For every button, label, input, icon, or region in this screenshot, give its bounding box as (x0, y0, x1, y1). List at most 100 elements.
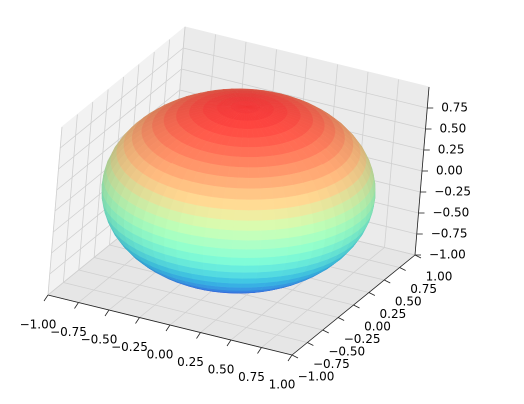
x-tick (104, 309, 110, 317)
surface-patch (205, 217, 222, 230)
surface-patch (260, 229, 276, 241)
x-axis-line (47, 294, 293, 356)
z-tick-label: 0.50 (440, 122, 467, 136)
surface-patch (233, 219, 249, 231)
surface-patch (239, 287, 253, 291)
surface-patch (211, 186, 227, 199)
surface-patch (242, 271, 258, 279)
surface-patch (232, 229, 248, 241)
surface-patch (247, 209, 262, 221)
y-tick (337, 317, 345, 321)
z-tick-label: 0.25 (438, 143, 465, 157)
surface-patch (243, 265, 259, 273)
y-tick (307, 342, 314, 346)
surface (101, 88, 376, 294)
y-tick-label: 0.75 (410, 282, 437, 296)
surface-patch (217, 238, 233, 250)
surface-patch (229, 277, 243, 284)
surface-patch (236, 188, 250, 200)
z-tick-label: 0.75 (441, 101, 468, 115)
x-tick-label: 1.00 (269, 378, 296, 392)
surface-patch (219, 218, 235, 231)
y-tick-label: −0.25 (344, 332, 381, 346)
z-tick-label: −1.00 (429, 248, 466, 262)
y-tick (353, 304, 360, 309)
surface-patch (261, 219, 276, 231)
grid-line (59, 47, 184, 149)
surface-patch (239, 156, 250, 168)
surface-patch (260, 238, 276, 250)
surface-patch (244, 257, 260, 266)
surface-patch (258, 256, 274, 266)
x-tick-label: −0.50 (81, 333, 118, 347)
surface-patch (240, 283, 255, 288)
surface-patch (274, 217, 289, 230)
x-tick (287, 354, 293, 362)
surface-patch (216, 256, 232, 266)
z-tick-label: −0.75 (431, 227, 468, 241)
surface-patch (286, 205, 301, 219)
surface-patch (227, 166, 240, 179)
y-tick-label: −0.50 (328, 345, 365, 359)
surface-patch (247, 220, 262, 231)
z-tick-label: 0.00 (436, 164, 463, 178)
surface-patch (284, 195, 299, 208)
surface-patch (261, 208, 276, 221)
surface-patch (245, 248, 261, 258)
surface-patch (248, 167, 260, 179)
surface-patch (258, 166, 271, 179)
y-tick (399, 267, 406, 271)
surface-patch (274, 237, 289, 249)
surface-patch (271, 186, 286, 199)
surface-patch (218, 228, 234, 240)
grid-line (56, 89, 181, 191)
surface-patch (237, 177, 250, 189)
surface-patch (248, 156, 259, 168)
x-tick-label: 0.50 (208, 363, 235, 377)
surface-patch (260, 187, 274, 200)
y-tick-label: −0.75 (313, 357, 350, 371)
y-tick-label: 0.25 (380, 307, 407, 321)
surface-patch (248, 188, 262, 200)
grid-line (181, 68, 426, 130)
surface-patch (229, 271, 244, 279)
y-tick (384, 279, 391, 284)
y-tick (414, 254, 422, 259)
surface-patch (216, 270, 231, 279)
surface-patch (248, 199, 262, 211)
x-tick-label: −1.00 (20, 318, 57, 332)
y-tick (368, 292, 376, 296)
surface-patch (223, 187, 238, 200)
surface-patch (216, 263, 231, 273)
x-tick-label: −0.25 (111, 340, 148, 354)
y-axis-line (291, 254, 416, 356)
surface-patch (272, 197, 287, 210)
y-tick-label: 0.00 (364, 320, 391, 334)
grid-line (63, 282, 308, 343)
surface-patch (207, 206, 223, 220)
x-tick-label: 0.25 (177, 355, 204, 369)
surface-patch (229, 264, 245, 273)
x-tick (165, 324, 171, 332)
surface-patch (220, 208, 236, 221)
surface-patch (260, 198, 275, 211)
surface-patch (259, 248, 275, 258)
surface-patch (230, 257, 246, 266)
grid-line (58, 68, 182, 170)
surface-patch (231, 248, 247, 258)
x-tick (43, 294, 49, 302)
surface-patch (216, 247, 233, 258)
y-tick-label: 1.00 (426, 270, 453, 284)
surface-patch (231, 239, 248, 250)
surface-patch (246, 230, 262, 241)
y-tick (322, 329, 329, 334)
surface-patch (248, 177, 261, 189)
surface-patch (248, 147, 258, 158)
surface-patch (204, 227, 220, 239)
surface-patch (228, 286, 241, 291)
y-tick-label: 0.50 (395, 295, 422, 309)
grid-line (183, 47, 428, 109)
x-tick-label: −0.75 (50, 325, 87, 339)
y-tick-label: −1.00 (298, 370, 335, 384)
